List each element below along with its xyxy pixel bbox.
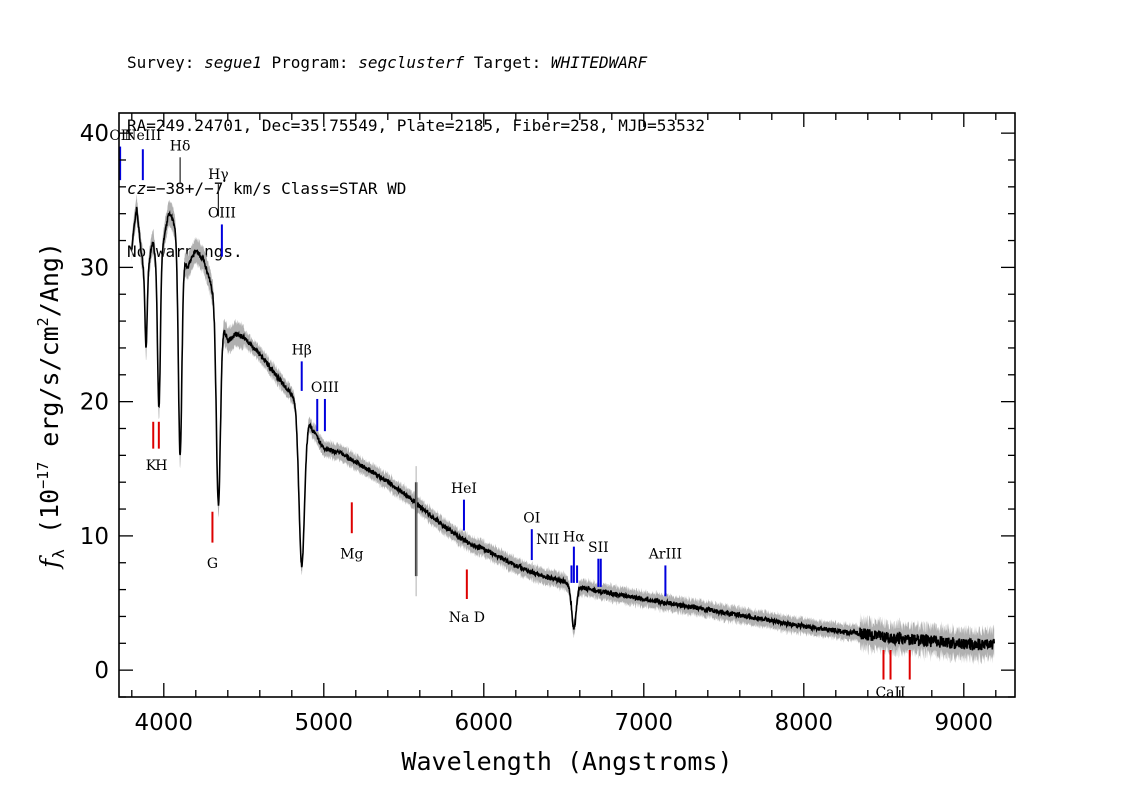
x-axis-title: Wavelength (Angstroms): [401, 747, 732, 776]
x-tick-label-8000: 8000: [775, 710, 834, 736]
target-label: Target:: [464, 53, 551, 72]
line-label-0: OII: [109, 128, 132, 144]
y-title-lambda: λ: [49, 549, 68, 559]
survey-value: segue1: [204, 53, 262, 72]
line-label-16: K: [146, 458, 157, 474]
line-label-8: HeI: [451, 481, 477, 497]
line-label-10: NII: [536, 532, 559, 548]
y-tick-label-30: 30: [80, 255, 109, 281]
program-label: Program:: [261, 53, 359, 72]
spectrum-layer: [131, 206, 995, 651]
y-tick-label-40: 40: [80, 121, 109, 147]
x-tick-label-6000: 6000: [455, 710, 514, 736]
y-tick-label-20: 20: [80, 390, 109, 416]
y-axis-title: fλ (10−17 erg/s/cm2/Ang): [34, 242, 68, 570]
survey-label: Survey:: [127, 53, 205, 72]
line-label-13: SII: [588, 540, 609, 556]
line-label-11: Hα: [563, 529, 585, 545]
cz-label: cz: [127, 179, 147, 198]
x-tick-label-9000: 9000: [935, 710, 994, 736]
line-label-19: Mg: [340, 547, 363, 563]
program-value: segclusterf: [358, 53, 465, 72]
spectrum-line: [131, 206, 995, 651]
line-label-7: OIII: [311, 380, 339, 396]
line-label-1: NeIII: [124, 128, 161, 144]
target-value: WHITEDWARF: [550, 53, 648, 72]
y-title-mid: erg/s/cm: [35, 326, 64, 461]
header-line-survey: Survey: segue1 Program: segclusterf Targ…: [127, 52, 705, 73]
y-title-exp1: −17: [34, 462, 52, 489]
x-tick-label-7000: 7000: [615, 710, 674, 736]
line-label-20: Na D: [449, 610, 485, 626]
y-title-f: f: [35, 555, 64, 570]
line-label-3: Hγ: [208, 167, 229, 183]
cz-rest: km/s Class=STAR WD: [223, 179, 407, 198]
line-label-18: G: [207, 556, 218, 572]
header-line-coordinates: RA=249.24701, Dec=35.75549, Plate=2185, …: [127, 116, 705, 135]
error-band-layer: [131, 194, 995, 666]
line-label-5: Hβ: [292, 343, 312, 359]
cz-value: =−38+/−7: [146, 179, 224, 198]
plot-frame: [118, 112, 1016, 698]
line-label-2: Hδ: [170, 139, 191, 155]
x-tick-label-4000: 4000: [135, 710, 194, 736]
y-title-end: /Ang): [35, 242, 64, 317]
y-title-exp2: 2: [34, 317, 52, 326]
y-tick-label-0: 0: [94, 658, 109, 684]
line-label-17: H: [155, 458, 167, 474]
x-tick-label-5000: 5000: [295, 710, 354, 736]
y-tick-label-10: 10: [80, 524, 109, 550]
spectrum-header: Survey: segue1 Program: segclusterf Targ…: [127, 10, 705, 283]
error-band: [131, 194, 995, 666]
axes-layer: 4000 5000 6000 7000 8000 9000 0 10 20 30 40: [80, 112, 1016, 736]
y-title-rest: (10: [35, 489, 64, 549]
line-label-22: CaII: [875, 685, 905, 701]
line-label-4: OIII: [208, 206, 236, 222]
line-label-9: OI: [523, 510, 540, 526]
line-label-15: ArIII: [648, 547, 682, 563]
header-line-redshift: cz=−38+/−7 km/s Class=STAR WD: [127, 178, 705, 199]
